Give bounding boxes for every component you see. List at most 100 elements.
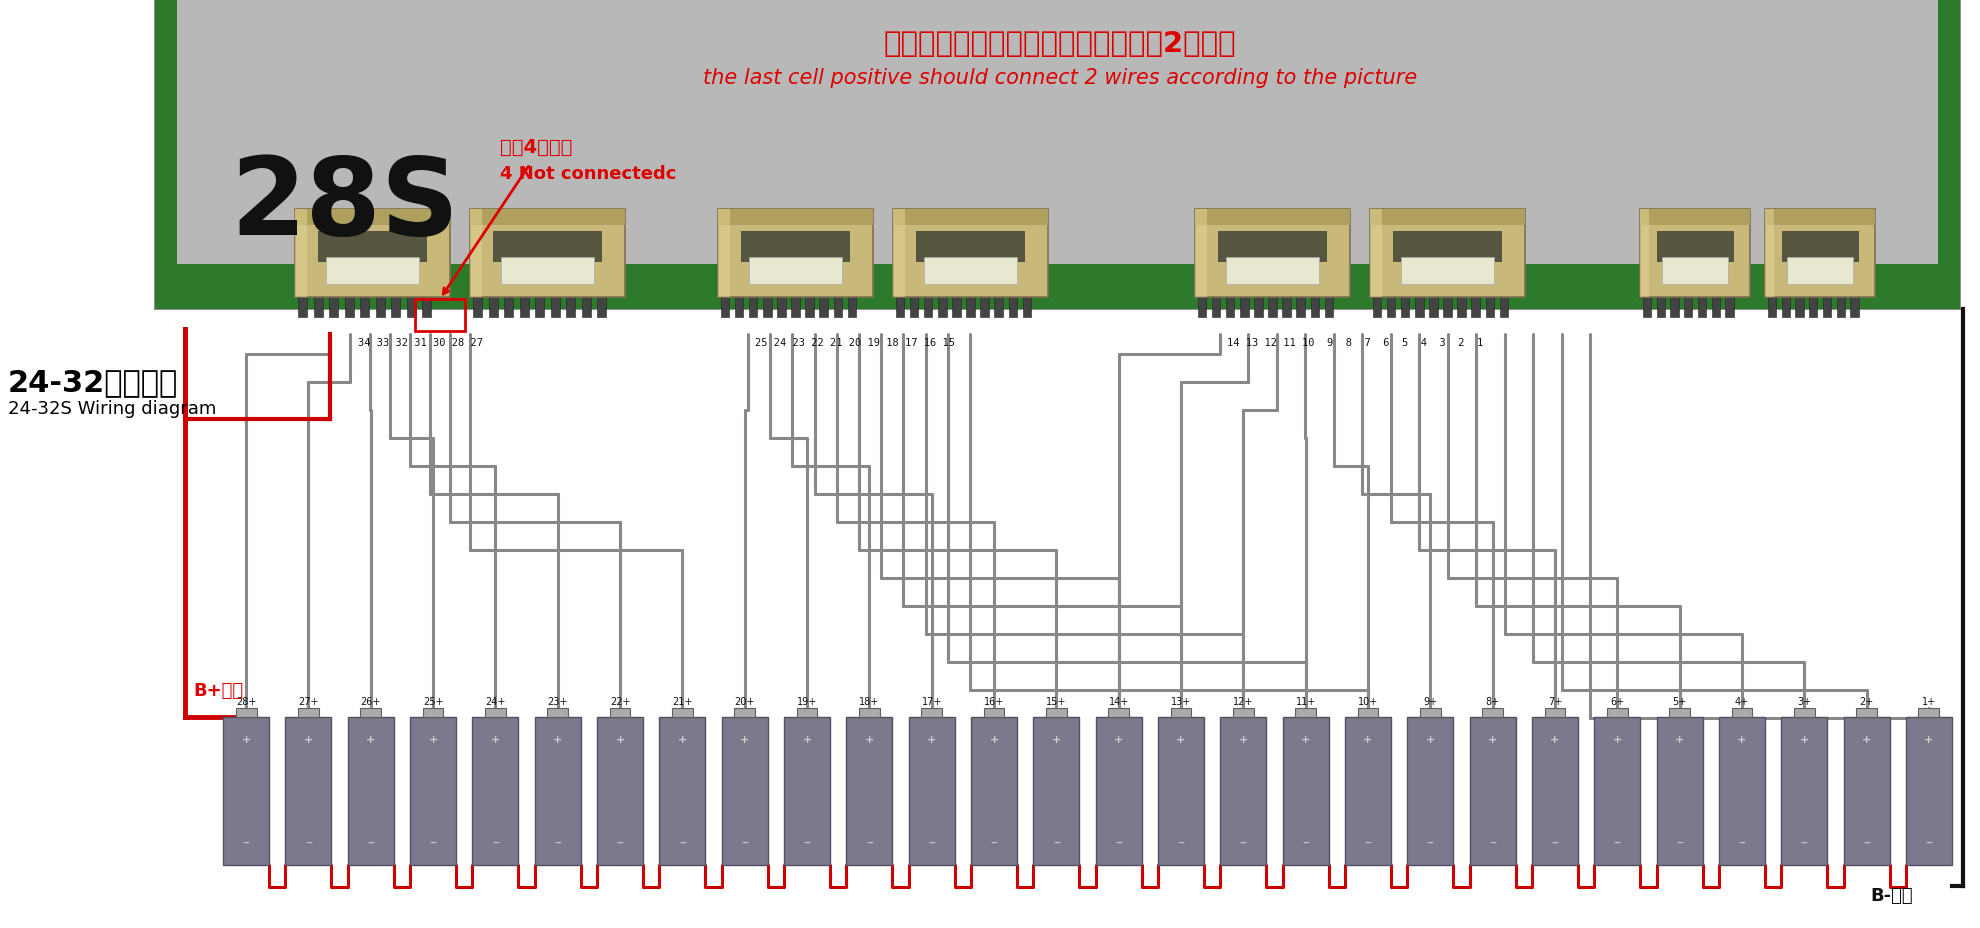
Text: +: +: [1550, 734, 1560, 744]
Bar: [1196, 210, 1350, 226]
Bar: [984, 708, 1004, 717]
Bar: [1109, 708, 1129, 717]
Bar: [489, 298, 497, 317]
Bar: [1824, 298, 1832, 317]
Text: 9+: 9+: [1424, 696, 1437, 706]
Text: 15+: 15+: [1045, 696, 1067, 706]
Bar: [1794, 708, 1814, 717]
Bar: [1344, 717, 1390, 865]
Text: –: –: [430, 836, 436, 850]
Text: –: –: [1364, 836, 1372, 850]
Bar: [1226, 298, 1234, 317]
Text: 13+: 13+: [1170, 696, 1192, 706]
Text: –: –: [1925, 836, 1932, 850]
Text: +: +: [366, 734, 376, 744]
Bar: [299, 298, 307, 317]
Bar: [1657, 232, 1734, 263]
Bar: [1499, 298, 1509, 317]
Bar: [859, 708, 879, 717]
Bar: [376, 298, 384, 317]
Bar: [1022, 298, 1032, 317]
Bar: [154, 264, 1960, 310]
Text: 25 24 23 22 21 20 19 18 17 16 15: 25 24 23 22 21 20 19 18 17 16 15: [754, 338, 954, 348]
Bar: [295, 210, 307, 298]
Bar: [1443, 298, 1451, 317]
Bar: [1657, 298, 1665, 317]
Bar: [719, 210, 873, 226]
Text: B+总正: B+总正: [192, 681, 244, 699]
Text: +: +: [802, 734, 812, 744]
Text: 此处4根不接: 此处4根不接: [501, 138, 572, 157]
Bar: [1311, 298, 1319, 317]
Bar: [493, 232, 602, 263]
Text: +: +: [303, 734, 313, 744]
Text: +: +: [1736, 734, 1746, 744]
Bar: [473, 298, 483, 317]
Bar: [424, 708, 444, 717]
Text: +: +: [1612, 734, 1622, 744]
Bar: [1657, 717, 1703, 865]
Text: –: –: [1053, 836, 1059, 850]
Bar: [1325, 298, 1333, 317]
Bar: [299, 708, 319, 717]
Bar: [671, 708, 693, 717]
Text: –: –: [491, 836, 499, 850]
Text: 16+: 16+: [984, 696, 1004, 706]
Bar: [1170, 708, 1192, 717]
Bar: [778, 298, 786, 317]
Bar: [1782, 717, 1828, 865]
Bar: [917, 232, 1026, 263]
Bar: [1849, 298, 1859, 317]
Bar: [469, 210, 483, 298]
Text: 3+: 3+: [1798, 696, 1812, 706]
Bar: [1008, 298, 1018, 317]
Bar: [485, 708, 505, 717]
Bar: [473, 717, 519, 865]
Bar: [952, 298, 960, 317]
Text: B-总负: B-总负: [1869, 886, 1913, 904]
Text: –: –: [1800, 836, 1808, 850]
Text: –: –: [1738, 836, 1744, 850]
Text: –: –: [244, 836, 249, 850]
Bar: [1220, 717, 1267, 865]
Text: –: –: [865, 836, 873, 850]
Text: 26+: 26+: [360, 696, 380, 706]
Bar: [1370, 210, 1382, 298]
Bar: [1639, 210, 1750, 298]
Bar: [1639, 210, 1649, 298]
Text: –: –: [1178, 836, 1184, 850]
Text: +: +: [1861, 734, 1871, 744]
Bar: [719, 210, 873, 298]
Text: +: +: [616, 734, 626, 744]
Bar: [966, 298, 974, 317]
Bar: [295, 210, 449, 298]
Bar: [1196, 210, 1350, 298]
Bar: [762, 298, 772, 317]
Bar: [1471, 298, 1479, 317]
Text: 23+: 23+: [548, 696, 568, 706]
Text: +: +: [1487, 734, 1497, 744]
Bar: [893, 210, 905, 298]
Bar: [893, 210, 1047, 226]
Text: 1+: 1+: [1923, 696, 1936, 706]
Bar: [1034, 717, 1079, 865]
Text: –: –: [1614, 836, 1622, 850]
Bar: [784, 717, 830, 865]
Text: –: –: [554, 836, 560, 850]
Text: 21+: 21+: [673, 696, 693, 706]
Bar: [1198, 298, 1206, 317]
Text: –: –: [305, 836, 313, 850]
Text: –: –: [1552, 836, 1558, 850]
Text: 24+: 24+: [485, 696, 505, 706]
Bar: [392, 298, 400, 317]
Bar: [1408, 717, 1453, 865]
Bar: [1764, 210, 1774, 298]
Text: –: –: [741, 836, 748, 850]
Text: +: +: [1426, 734, 1436, 744]
Text: +: +: [242, 734, 251, 744]
Bar: [345, 298, 354, 317]
Text: +: +: [677, 734, 687, 744]
Bar: [1669, 708, 1689, 717]
Text: +: +: [552, 734, 562, 744]
Bar: [970, 717, 1018, 865]
